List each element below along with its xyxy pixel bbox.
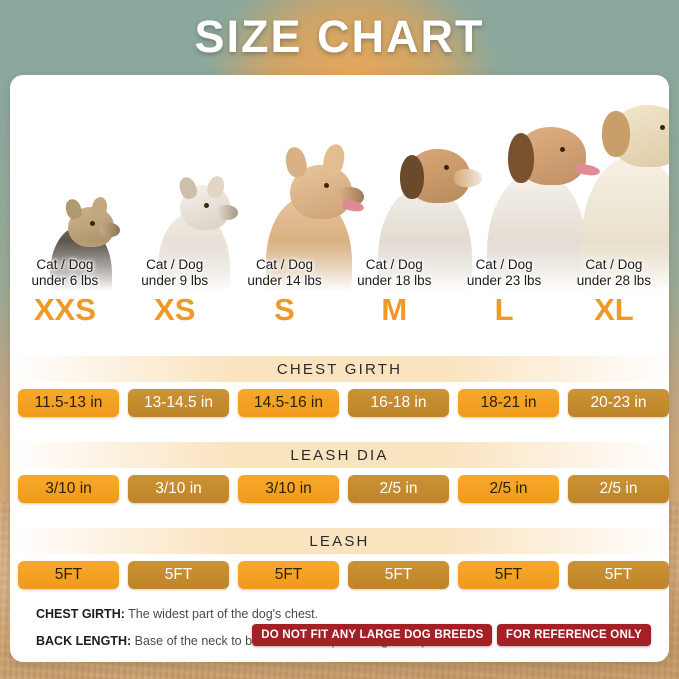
- leash-value-l: 5FT: [458, 561, 559, 589]
- weight-label-line1: Cat / Dog: [36, 257, 94, 272]
- chest-girth-value-xs: 13-14.5 in: [128, 389, 229, 417]
- size-letter-m: M: [381, 292, 408, 327]
- size-letter-s: S: [274, 292, 295, 327]
- chest-girth-value-xxs: 11.5-13 in: [18, 389, 119, 417]
- footer-chest-girth-term: CHEST GIRTH:: [36, 607, 125, 621]
- leash-value-m: 5FT: [348, 561, 449, 589]
- leash-dia-values-row: 3/10 in 3/10 in 3/10 in 2/5 in 2/5 in 2/…: [10, 475, 669, 503]
- leash-value-xxs: 5FT: [18, 561, 119, 589]
- chest-girth-value-s: 14.5-16 in: [238, 389, 339, 417]
- size-column-xl: Cat / Dog under 28 lbs XL: [559, 75, 669, 662]
- section-header-label: CHEST GIRTH: [276, 360, 403, 378]
- leash-dia-value-l: 2/5 in: [458, 475, 559, 503]
- leash-dia-value-s: 3/10 in: [238, 475, 339, 503]
- leash-dia-value-xxs: 3/10 in: [18, 475, 119, 503]
- size-letter-xl: XL: [594, 292, 634, 327]
- size-columns: Cat / Dog under 6 lbs XXS Cat / Dog unde…: [10, 75, 669, 662]
- section-header-chest-girth: CHEST GIRTH: [10, 356, 669, 382]
- dog-photo-strip: [10, 75, 669, 305]
- size-letter-l: L: [494, 292, 514, 327]
- footer-notes: CHEST GIRTH: The widest part of the dog'…: [36, 607, 466, 648]
- footer-chest-girth-note: CHEST GIRTH: The widest part of the dog'…: [36, 607, 466, 621]
- weight-label-line2: under 9 lbs: [141, 272, 209, 288]
- leash-value-xl: 5FT: [568, 561, 669, 589]
- size-column-l: Cat / Dog under 23 lbs L: [449, 75, 559, 662]
- weight-label-l: Cat / Dog under 23 lbs: [449, 257, 559, 288]
- leash-values-row: 5FT 5FT 5FT 5FT 5FT 5FT: [10, 561, 669, 589]
- section-header-label: LEASH: [309, 532, 370, 550]
- badge-for-reference-only: FOR REFERENCE ONLY: [496, 624, 651, 646]
- warning-badges: DO NOT FIT ANY LARGE DOG BREEDS FOR REFE…: [252, 614, 651, 646]
- footer-chest-girth-desc: The widest part of the dog's chest.: [128, 607, 319, 621]
- weight-label-xl: Cat / Dog under 28 lbs: [559, 257, 669, 288]
- leash-dia-value-xs: 3/10 in: [128, 475, 229, 503]
- size-column-xxs: Cat / Dog under 6 lbs XXS: [10, 75, 120, 662]
- weight-label-m: Cat / Dog under 18 lbs: [339, 257, 449, 288]
- size-letter-xs: XS: [154, 292, 196, 327]
- weight-label-xxs: Cat / Dog under 6 lbs: [10, 257, 120, 288]
- leash-value-xs: 5FT: [128, 561, 229, 589]
- section-header-leash: LEASH: [10, 528, 669, 554]
- weight-label-line2: under 14 lbs: [247, 272, 322, 288]
- size-column-m: Cat / Dog under 18 lbs M: [339, 75, 449, 662]
- size-column-s: Cat / Dog under 14 lbs S: [230, 75, 340, 662]
- weight-label-line2: under 18 lbs: [357, 272, 432, 288]
- weight-label-line2: under 6 lbs: [31, 272, 99, 288]
- section-header-label: LEASH DIA: [290, 446, 389, 464]
- chest-girth-value-l: 18-21 in: [458, 389, 559, 417]
- weight-label-xs: Cat / Dog under 9 lbs: [120, 257, 230, 288]
- size-chart-card: Cat / Dog under 6 lbs XXS Cat / Dog unde…: [10, 75, 669, 662]
- page-title: SIZE CHART: [194, 11, 485, 62]
- section-header-leash-dia: LEASH DIA: [10, 442, 669, 468]
- weight-label-line1: Cat / Dog: [146, 257, 204, 272]
- weight-label-line2: under 23 lbs: [466, 272, 542, 288]
- size-letter-xxs: XXS: [33, 292, 96, 327]
- weight-label-line1: Cat / Dog: [585, 257, 643, 272]
- chest-girth-value-xl: 20-23 in: [568, 389, 669, 417]
- weight-label-line2: under 28 lbs: [576, 272, 652, 288]
- weight-label-line1: Cat / Dog: [475, 257, 533, 272]
- size-column-xs: Cat / Dog under 9 lbs XS: [120, 75, 230, 662]
- weight-label-line1: Cat / Dog: [365, 257, 423, 272]
- leash-dia-value-xl: 2/5 in: [568, 475, 669, 503]
- badge-no-large-breeds: DO NOT FIT ANY LARGE DOG BREEDS: [252, 624, 493, 646]
- leash-value-s: 5FT: [238, 561, 339, 589]
- weight-label-line1: Cat / Dog: [255, 257, 313, 272]
- chest-girth-values-row: 11.5-13 in 13-14.5 in 14.5-16 in 16-18 i…: [10, 389, 669, 417]
- weight-label-s: Cat / Dog under 14 lbs: [230, 257, 340, 288]
- chest-girth-value-m: 16-18 in: [348, 389, 449, 417]
- leash-dia-value-m: 2/5 in: [348, 475, 449, 503]
- footer-back-length-term: BACK LENGTH:: [36, 634, 132, 648]
